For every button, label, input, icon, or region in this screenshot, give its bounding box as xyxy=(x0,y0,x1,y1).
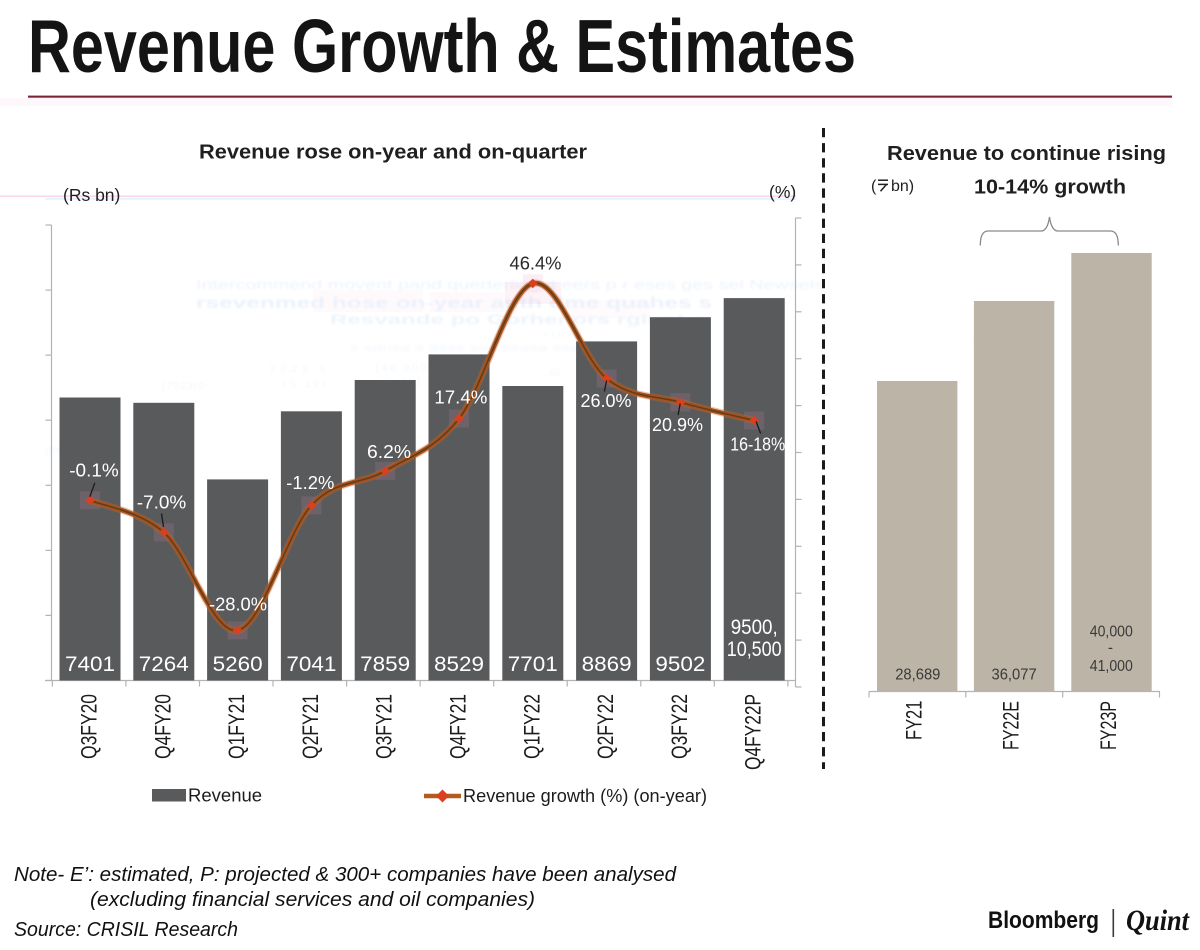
svg-text:-7.0%: -7.0% xyxy=(137,492,187,513)
svg-text:7264: 7264 xyxy=(139,652,189,676)
svg-text:Revenue Growth & Estimates: Revenue Growth & Estimates xyxy=(28,4,856,88)
svg-text:Q3FY20: Q3FY20 xyxy=(77,694,102,759)
svg-text:5260: 5260 xyxy=(213,652,263,676)
svg-text:7701: 7701 xyxy=(508,652,558,676)
svg-text:7859: 7859 xyxy=(360,652,410,676)
svg-text:Q4FY21: Q4FY21 xyxy=(446,694,471,759)
svg-text:7041: 7041 xyxy=(286,652,336,676)
svg-text:rsevenmed hose on-year anth dm: rsevenmed hose on-year anth dme quahes s xyxy=(196,295,712,312)
svg-text:Resvande po Gorhenors rgiunt: Resvande po Gorhenors rgiunt s xyxy=(330,311,705,327)
svg-text:9502: 9502 xyxy=(655,652,705,676)
svg-text:6.2%: 6.2% xyxy=(367,441,411,462)
svg-text:-1.2%: -1.2% xyxy=(286,472,334,493)
svg-text:36,077: 36,077 xyxy=(992,666,1037,683)
svg-text:Q2FY21: Q2FY21 xyxy=(298,694,323,759)
svg-text:Quint: Quint xyxy=(1126,904,1190,937)
svg-text:9500,: 9500, xyxy=(731,615,778,639)
svg-text:Q1FY21: Q1FY21 xyxy=(224,694,249,759)
svg-text:26.0%: 26.0% xyxy=(581,390,632,411)
svg-text:Intercommend movent pand qu: Intercommend movent pand querterling it … xyxy=(196,278,824,292)
svg-text:28,689: 28,689 xyxy=(895,666,940,683)
svg-text:Q4FY22P: Q4FY22P xyxy=(741,694,766,770)
svg-text:Q3FY22: Q3FY22 xyxy=(667,694,692,759)
svg-text:(S-19): (S-19) xyxy=(283,378,325,390)
svg-text:(: ( xyxy=(871,178,877,195)
svg-text:8529: 8529 xyxy=(434,652,484,676)
svg-text:(Rs bn): (Rs bn) xyxy=(63,185,120,205)
svg-text:10,500: 10,500 xyxy=(727,637,782,661)
svg-text:-: - xyxy=(1108,640,1113,657)
svg-text:Revenue growth (%) (on-year): Revenue growth (%) (on-year) xyxy=(463,785,707,806)
svg-text:FY23P: FY23P xyxy=(1096,701,1121,750)
svg-text:Revenue rose on-year and on-qu: Revenue rose on-year and on-quarter xyxy=(199,142,587,164)
svg-text:40: 40 xyxy=(548,367,560,379)
svg-text:17.4%: 17.4% xyxy=(434,387,487,408)
svg-text:16-18%: 16-18% xyxy=(730,433,785,454)
svg-text:Revenue to continue rising: Revenue to continue rising xyxy=(887,143,1166,165)
svg-text:bn): bn) xyxy=(891,178,914,195)
svg-text:s(0)s: s(0)s xyxy=(543,328,579,340)
svg-text:8869: 8869 xyxy=(582,652,632,676)
svg-text:-28.0%: -28.0% xyxy=(209,594,267,615)
svg-text:40,000: 40,000 xyxy=(1090,624,1133,641)
svg-text:FY21: FY21 xyxy=(902,701,927,740)
svg-text:-0.1%: -0.1% xyxy=(69,460,119,481)
svg-text:Source: CRISIL Research: Source: CRISIL Research xyxy=(14,919,238,941)
svg-text:(excluding financial services: (excluding financial services and oil co… xyxy=(90,889,535,911)
svg-text:Bloomberg: Bloomberg xyxy=(988,907,1099,934)
svg-text:Q1FY22: Q1FY22 xyxy=(519,694,544,759)
svg-text:Q2FY22: Q2FY22 xyxy=(593,694,618,759)
svg-text:10-14% growth: 10-14% growth xyxy=(974,177,1126,199)
svg-text:(7023(0: (7023(0 xyxy=(162,380,204,392)
svg-text:Q4FY20: Q4FY20 xyxy=(150,694,175,759)
svg-text:7401: 7401 xyxy=(65,652,115,676)
svg-text:20.9%: 20.9% xyxy=(652,414,703,435)
svg-text:41,000: 41,000 xyxy=(1090,658,1133,675)
svg-text:FY22E: FY22E xyxy=(999,701,1024,750)
svg-text:46.4%: 46.4% xyxy=(510,253,562,274)
svg-text:Note- E’: estimated, P: projec: Note- E’: estimated, P: projected & 300+… xyxy=(14,864,677,886)
svg-text:(%): (%) xyxy=(769,182,796,202)
svg-text:s sansa s asss sas ssasa s: s sansa s asss sas ssasa ssa xyxy=(350,343,581,354)
svg-text:Revenue: Revenue xyxy=(188,785,262,806)
svg-text:Q3FY21: Q3FY21 xyxy=(372,694,397,759)
